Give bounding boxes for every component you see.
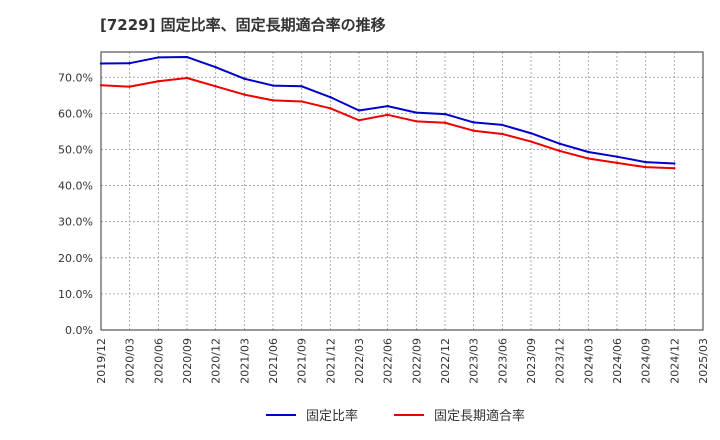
y-tick-label: 0.0%: [65, 324, 93, 337]
plot-frame: [100, 51, 704, 331]
data-point-2: [587, 157, 590, 160]
data-point-1: [529, 132, 533, 135]
data-point-1: [673, 162, 676, 165]
data-point-2: [128, 85, 131, 88]
data-point-1: [357, 109, 361, 112]
data-point-2: [271, 99, 275, 102]
data-point-2: [443, 121, 447, 124]
x-tick-label: 2022/12: [439, 338, 452, 384]
data-point-1: [329, 95, 332, 99]
y-tick-label: 10.0%: [58, 288, 93, 301]
data-point-1: [386, 104, 389, 108]
x-tick-label: 2020/09: [181, 338, 194, 384]
data-point-2: [300, 100, 303, 103]
x-tick-label: 2023/12: [554, 338, 567, 384]
x-tick-label: 2023/09: [525, 338, 538, 384]
grid-layer: [101, 52, 703, 330]
data-point-2: [329, 107, 332, 110]
data-point-1: [501, 123, 504, 127]
axis-layer: 0.0% 10.0% 20.0% 30.0% 40.0% 50.0% 60.0% 70.0% 2…: [58, 51, 710, 384]
data-point-1: [99, 62, 103, 65]
data-point-2: [415, 120, 418, 123]
data-point-2: [644, 165, 647, 169]
x-tick-label: 2024/12: [668, 338, 681, 384]
x-tick-label: 2024/03: [582, 338, 595, 384]
legend-label-1: 固定比率: [306, 408, 358, 424]
x-tick-label: 2020/03: [124, 338, 137, 384]
data-point-1: [271, 84, 275, 87]
y-tick-label: 50.0%: [58, 143, 93, 156]
x-tick-label: 2022/09: [410, 338, 423, 384]
data-point-1: [587, 150, 590, 154]
data-point-1: [558, 142, 561, 145]
data-point-1: [644, 160, 647, 164]
x-tick-label: 2022/03: [353, 338, 366, 384]
x-tick-label: 2020/06: [152, 338, 165, 384]
data-point-2: [99, 84, 103, 87]
y-tick-label: 20.0%: [58, 252, 93, 265]
data-point-1: [243, 77, 246, 80]
x-tick-label: 2021/09: [296, 338, 309, 384]
data-point-2: [529, 140, 533, 143]
data-point-2: [472, 129, 475, 132]
y-tick-label: 60.0%: [58, 107, 93, 120]
data-point-2: [357, 119, 361, 122]
data-point-1: [157, 56, 160, 59]
x-tick-label: 2019/12: [95, 338, 108, 384]
data-point-1: [415, 111, 418, 114]
data-point-2: [386, 113, 389, 117]
x-tick-label: 2025/03: [697, 338, 710, 384]
series-layer: [99, 55, 676, 170]
x-tick-label: 2024/09: [640, 338, 653, 384]
y-tick-label: 40.0%: [58, 180, 93, 193]
x-tick-label: 2020/12: [210, 338, 223, 384]
data-point-1: [185, 55, 189, 59]
y-tick-label: 70.0%: [58, 71, 93, 84]
x-tick-label: 2024/06: [611, 338, 624, 384]
data-point-1: [300, 85, 303, 88]
y-tick-label: 30.0%: [58, 216, 93, 229]
x-tick-label: 2021/03: [238, 338, 251, 384]
data-point-2: [185, 76, 189, 80]
data-point-1: [128, 61, 131, 65]
x-tick-label: 2022/06: [382, 338, 395, 384]
data-point-1: [615, 155, 619, 158]
data-point-2: [558, 149, 561, 153]
data-point-1: [214, 65, 217, 69]
data-point-2: [501, 132, 504, 136]
x-tick-label: 2021/06: [267, 338, 280, 384]
legend: 固定比率 固定長期適合率: [266, 408, 525, 424]
x-tick-label: 2021/12: [324, 338, 337, 384]
data-point-1: [443, 112, 447, 116]
x-tick-label: 2023/06: [496, 338, 509, 384]
data-point-2: [157, 80, 160, 83]
x-tick-label: 2023/03: [468, 338, 481, 384]
data-point-2: [615, 161, 619, 165]
series-line-2: [100, 76, 675, 170]
data-point-2: [214, 85, 217, 88]
data-point-2: [243, 93, 246, 96]
data-point-2: [673, 167, 676, 170]
data-point-1: [472, 121, 475, 124]
chart-title: [7229] 固定比率、固定長期適合率の推移: [100, 16, 386, 34]
legend-label-2: 固定長期適合率: [434, 408, 525, 424]
